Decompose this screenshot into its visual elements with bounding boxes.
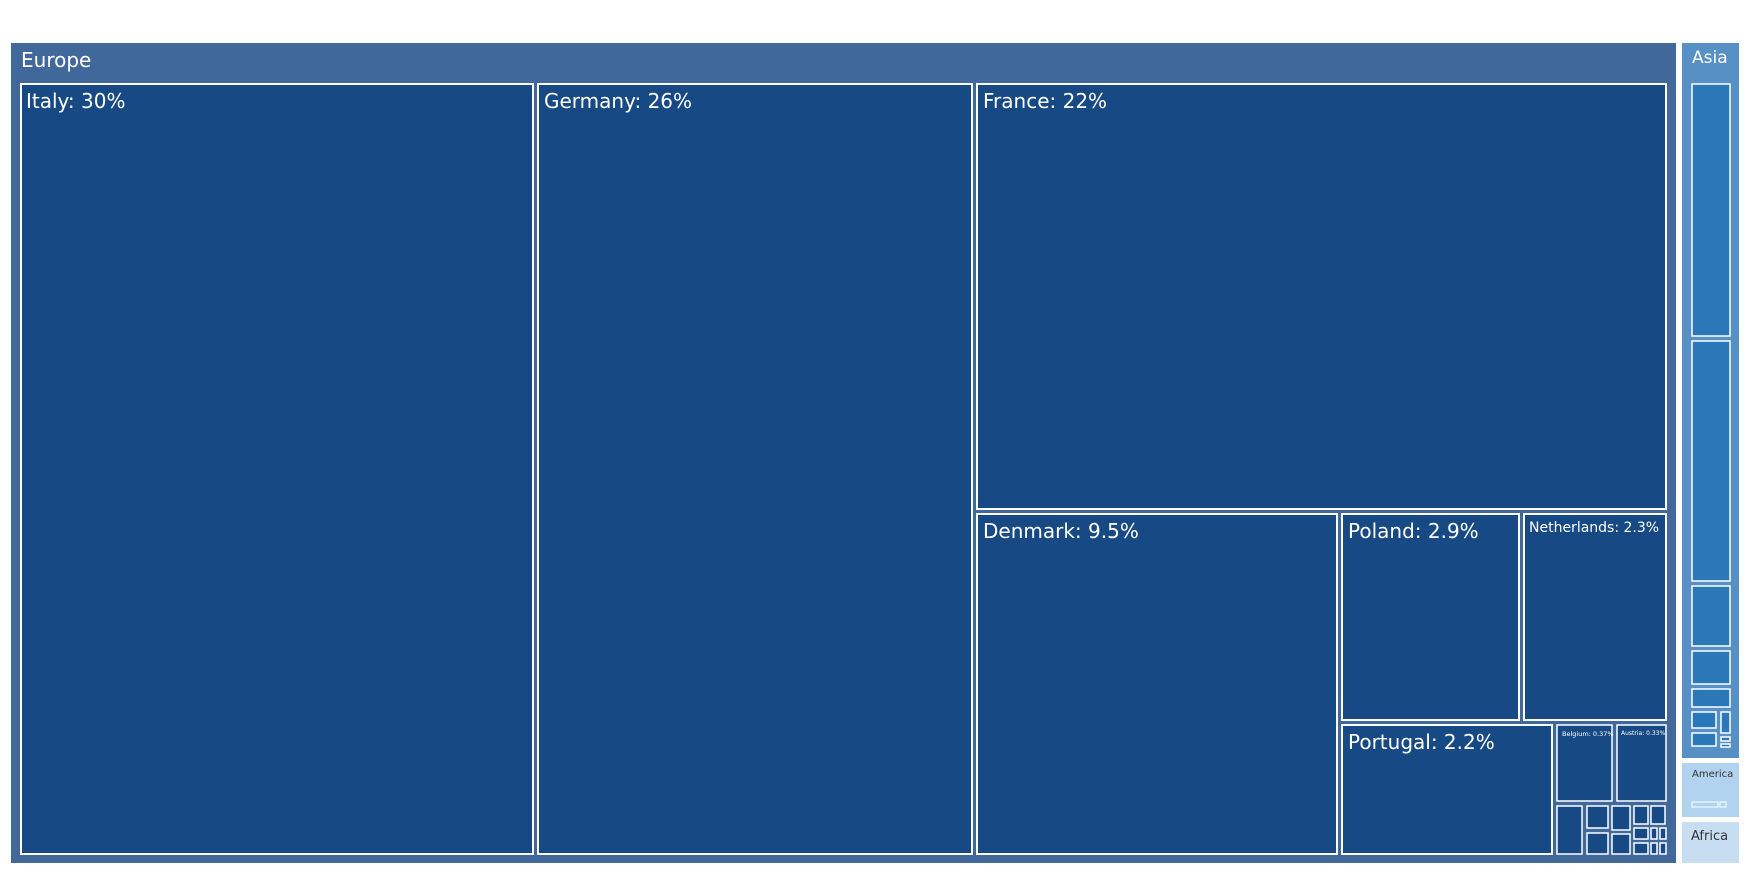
- tile-netherlands-label: Netherlands: 2.3%: [1529, 520, 1659, 536]
- tile-small-8[interactable]: [1633, 827, 1649, 840]
- group-america-bg: [1682, 763, 1739, 817]
- group-america-label: America: [1692, 769, 1733, 780]
- tile-france-rect: [976, 83, 1667, 510]
- tile-small-6[interactable]: [1633, 805, 1649, 825]
- tile-italy-label: Italy: 30%: [26, 89, 125, 113]
- asia-tile-2[interactable]: [1691, 340, 1731, 582]
- tile-small-10[interactable]: [1650, 827, 1658, 840]
- tile-small-11[interactable]: [1659, 827, 1667, 840]
- tile-portugal-label: Portugal: 2.2%: [1348, 730, 1495, 754]
- tile-italy[interactable]: Italy: 30%: [20, 83, 534, 855]
- tile-poland-rect: [1341, 513, 1520, 721]
- tile-poland-label: Poland: 2.9%: [1348, 519, 1479, 543]
- asia-tile-1[interactable]: [1691, 83, 1731, 337]
- europe-small-tiles: [1556, 805, 1667, 855]
- tile-austria-label: Austria: 0.33%: [1621, 730, 1665, 737]
- tile-germany[interactable]: Germany: 26%: [537, 83, 973, 855]
- asia-tile-4[interactable]: [1691, 650, 1731, 685]
- tile-belgium-label: Belgium: 0.37%: [1562, 730, 1614, 738]
- tile-small-13[interactable]: [1659, 842, 1667, 855]
- tile-denmark-label: Denmark: 9.5%: [983, 519, 1139, 543]
- tile-denmark[interactable]: Denmark: 9.5%: [976, 513, 1338, 855]
- tile-italy-rect: [20, 83, 534, 855]
- tile-france-label: France: 22%: [983, 89, 1107, 113]
- asia-tiles: [1691, 83, 1731, 748]
- asia-tile-9[interactable]: [1720, 736, 1731, 742]
- tile-belgium-rect: [1556, 724, 1613, 802]
- tile-denmark-rect: [976, 513, 1338, 855]
- tile-small-5[interactable]: [1611, 833, 1631, 855]
- asia-tile-7[interactable]: [1720, 711, 1731, 734]
- america-tile-1[interactable]: [1691, 801, 1719, 808]
- tile-portugal-rect: [1341, 724, 1553, 855]
- group-europe-label: Europe: [21, 48, 91, 72]
- tile-small-4[interactable]: [1611, 805, 1631, 831]
- tile-france[interactable]: France: 22%: [976, 83, 1667, 510]
- group-africa-bg: [1682, 822, 1739, 863]
- tile-germany-rect: [537, 83, 973, 855]
- asia-tile-6[interactable]: [1691, 711, 1717, 729]
- tile-small-9[interactable]: [1633, 842, 1649, 855]
- tile-small-1[interactable]: [1556, 805, 1583, 855]
- tile-germany-label: Germany: 26%: [544, 89, 692, 113]
- america-tile-2[interactable]: [1719, 801, 1727, 808]
- tile-poland[interactable]: Poland: 2.9%: [1341, 513, 1520, 721]
- tile-small-2[interactable]: [1586, 805, 1609, 829]
- asia-tile-5[interactable]: [1691, 688, 1731, 708]
- tile-netherlands-rect: [1523, 513, 1667, 721]
- tile-small-7[interactable]: [1650, 805, 1666, 825]
- asia-tile-8[interactable]: [1691, 732, 1717, 747]
- tile-austria[interactable]: Austria: 0.33%: [1616, 724, 1667, 802]
- tile-portugal[interactable]: Portugal: 2.2%: [1341, 724, 1553, 855]
- group-america[interactable]: America: [1682, 763, 1739, 817]
- tile-belgium[interactable]: Belgium: 0.37%: [1556, 724, 1614, 802]
- group-asia-label: Asia: [1692, 48, 1728, 68]
- group-africa[interactable]: Africa: [1682, 822, 1739, 863]
- tile-netherlands[interactable]: Netherlands: 2.3%: [1523, 513, 1667, 721]
- asia-tile-3[interactable]: [1691, 585, 1731, 647]
- asia-tile-10[interactable]: [1720, 743, 1731, 748]
- group-africa-label: Africa: [1691, 829, 1728, 844]
- tile-small-3[interactable]: [1586, 832, 1609, 855]
- tile-small-12[interactable]: [1650, 842, 1658, 855]
- tile-austria-rect: [1616, 724, 1667, 802]
